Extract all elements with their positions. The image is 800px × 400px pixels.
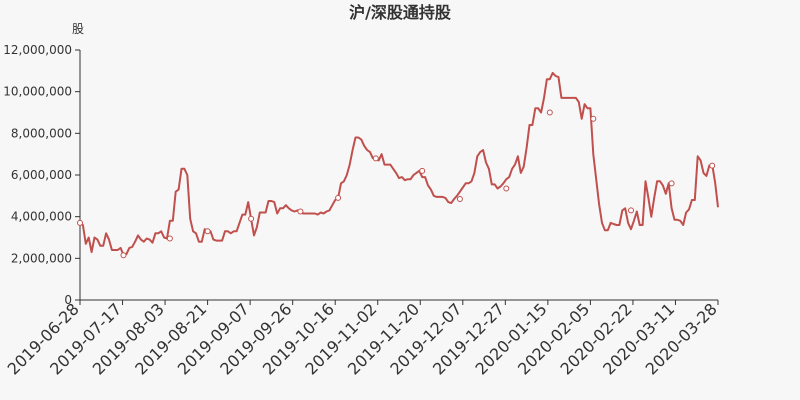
data-point-marker [120,252,127,259]
data-point-marker [709,162,716,169]
data-point-marker [668,180,675,187]
data-point-marker [419,167,426,174]
y-tick-label: 6,000,000 [11,168,72,182]
y-tick-label: 0 [64,293,72,307]
data-point-marker [590,115,597,122]
y-tick-label: 10,000,000 [3,85,72,99]
y-tick-label: 12,000,000 [3,43,72,57]
y-tick-label: 8,000,000 [11,126,72,140]
data-point-marker [77,219,83,226]
data-point-marker [456,195,463,202]
series-line [79,71,719,257]
data-point-marker [204,228,211,235]
data-point-marker [335,194,342,201]
y-axis: 0 2,000,000 4,000,000 6,000,000 8,000,000 10,… [3,43,81,307]
data-point-marker [503,185,510,192]
y-tick-label: 4,000,000 [11,210,72,224]
data-point-marker [166,235,173,242]
data-point-marker [372,155,379,162]
chart-title: 沪/深股通持股 [349,3,452,22]
data-point-marker [297,208,304,215]
data-point-marker [628,207,634,214]
data-point-marker [546,109,553,116]
x-axis: 2019-06-282019-07-172019-08-032019-08-21… [4,299,721,378]
y-tick-label: 2,000,000 [11,251,72,265]
data-point-marker [248,215,255,222]
y-axis-unit-label: 股 [72,22,84,36]
series-layer [77,71,719,259]
